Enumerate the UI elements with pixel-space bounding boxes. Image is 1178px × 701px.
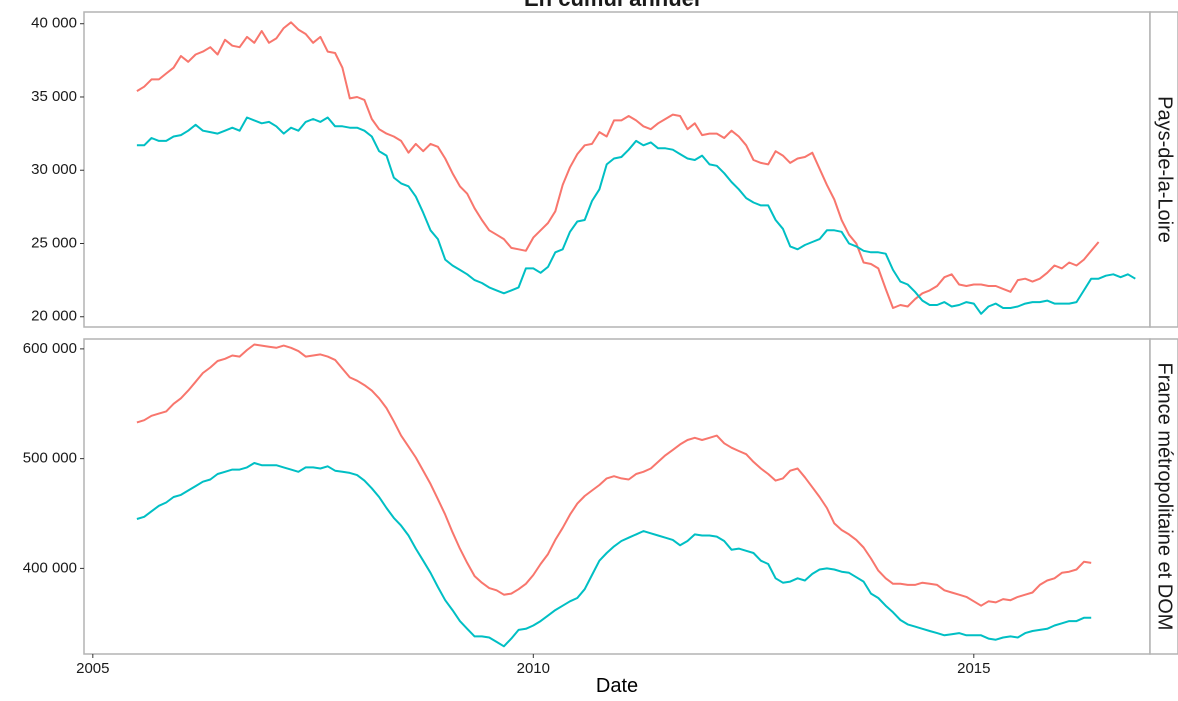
y-tick-label: 600 000 — [23, 340, 77, 357]
panel-border — [83, 338, 1151, 655]
x-axis: 2005 2010 2015 — [76, 654, 990, 677]
y-tick-label: 500 000 — [23, 450, 77, 467]
x-axis-title: Date — [596, 675, 638, 697]
x-tick-label: 2015 — [957, 660, 990, 677]
panel-1: Pays-de-la-Loire 20 000 25 000 30 000 35 000… — [31, 11, 1178, 328]
strip-box — [1149, 11, 1178, 328]
series-line-1 — [136, 343, 1092, 607]
y-tick-label: 30 000 — [31, 161, 77, 178]
y-tick-label: 35 000 — [31, 88, 77, 105]
series-line-2 — [136, 116, 1136, 315]
strip-label: Pays-de-la-Loire — [1154, 96, 1176, 243]
y-tick-label: 25 000 — [31, 234, 77, 251]
x-tick-label: 2010 — [517, 660, 550, 677]
y-tick-label: 400 000 — [23, 559, 77, 576]
chart-title: En cumul annuel — [524, 0, 700, 11]
panels: Pays-de-la-Loire 20 000 25 000 30 000 35 000… — [23, 11, 1178, 655]
series-line-1 — [136, 21, 1100, 309]
y-tick-label: 40 000 — [31, 15, 77, 32]
strip-box — [1149, 338, 1178, 655]
y-tick-label: 20 000 — [31, 308, 77, 325]
x-tick-label: 2005 — [76, 660, 109, 677]
panel-2: France métropolitaine et DOM 400 000 500 0… — [23, 338, 1178, 655]
series-line-2 — [136, 462, 1092, 648]
panel-border — [83, 11, 1151, 328]
strip-label: France métropolitaine et DOM — [1154, 363, 1176, 631]
